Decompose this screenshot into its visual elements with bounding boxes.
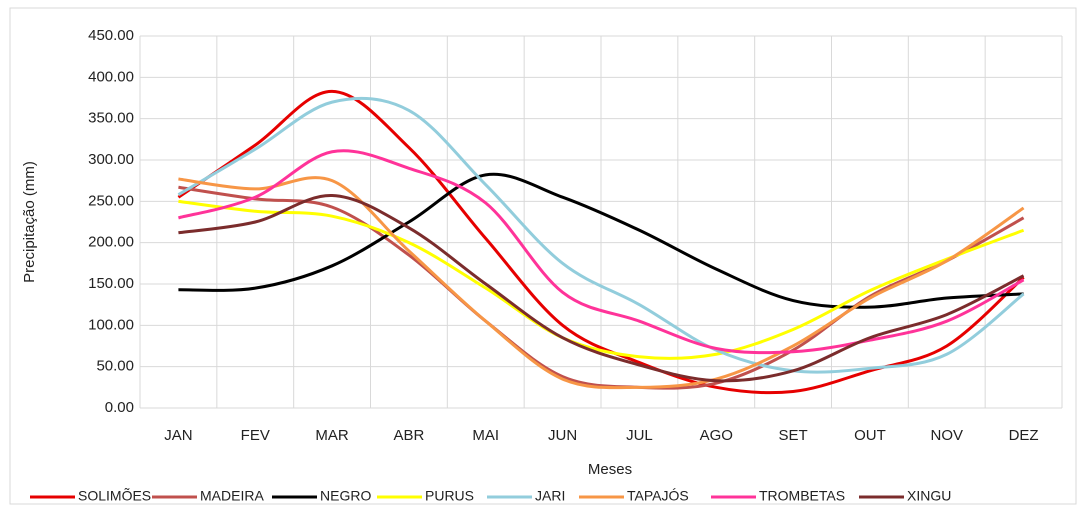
y-tick-label: 0.00 (105, 399, 134, 416)
series-line (178, 194, 1025, 383)
y-tick-label: 300.00 (88, 151, 134, 168)
series-line (178, 176, 1025, 390)
x-tick-label: JUN (548, 427, 577, 444)
y-tick-label: 250.00 (88, 192, 134, 209)
x-tick-label: SET (778, 427, 807, 444)
y-tick-label: 200.00 (88, 234, 134, 251)
series-line (178, 149, 1025, 355)
legend-label: PURUS (425, 488, 474, 504)
x-tick-label: ABR (393, 427, 424, 444)
y-tick-label: 400.00 (88, 68, 134, 85)
x-tick-label: DEZ (1009, 427, 1039, 444)
series-line (178, 172, 1024, 309)
y-axis-title: Precipitação (mm) (21, 161, 38, 283)
x-tick-label: MAR (315, 427, 349, 444)
legend-label: TROMBETAS (759, 488, 845, 504)
legend-label: XINGU (907, 488, 951, 504)
x-tick-label: AGO (700, 427, 733, 444)
y-tick-label: 450.00 (88, 27, 134, 44)
x-tick-label: FEV (241, 427, 270, 444)
series-line (178, 185, 1025, 390)
series-line (178, 199, 1025, 360)
x-tick-label: OUT (854, 427, 886, 444)
series-line (177, 96, 1025, 374)
x-tick-label: JAN (164, 427, 192, 444)
legend-label: NEGRO (320, 488, 371, 504)
y-tick-label: 150.00 (88, 275, 134, 292)
x-axis-title: Meses (588, 461, 632, 478)
y-tick-label: 100.00 (88, 316, 134, 333)
chart-border (9, 7, 1077, 505)
y-tick-label: 50.00 (96, 358, 134, 375)
legend-label: TAPAJÓS (627, 488, 689, 504)
x-tick-label: JUL (626, 427, 653, 444)
legend-label: JARI (535, 488, 565, 504)
legend-label: MADEIRA (200, 488, 264, 504)
x-tick-label: MAI (472, 427, 499, 444)
x-tick-label: NOV (930, 427, 963, 444)
legend-label: SOLIMÕES (78, 488, 151, 504)
y-tick-label: 350.00 (88, 110, 134, 127)
